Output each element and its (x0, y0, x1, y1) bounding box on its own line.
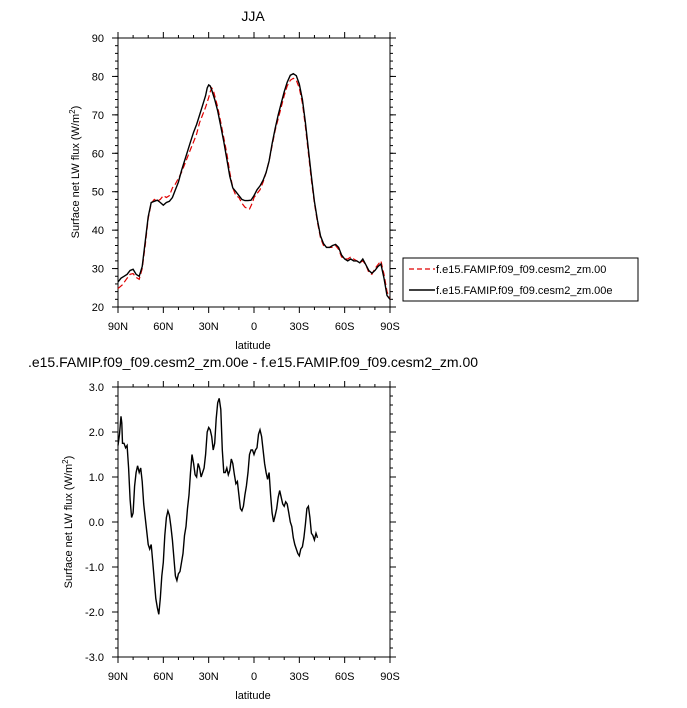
series-line-difference (117, 398, 319, 615)
chart-top-y-tick-labels: 20 30 40 50 60 70 80 90 (92, 33, 104, 314)
y-tick-label: -1.0 (85, 562, 104, 574)
legend: f.e15.FAMIP.f09_f09.cesm2_zm.00 f.e15.FA… (402, 257, 639, 302)
chart-bottom-frame (117, 386, 391, 658)
chart-top-y-label: Surface net LW flux (W/m2) (68, 106, 82, 239)
chart-top-ticks (112, 32, 396, 313)
chart-top-frame (117, 37, 391, 308)
y-tick-label: 40 (92, 225, 104, 237)
chart-bottom-ticks (112, 381, 396, 663)
x-tick-label: 90S (380, 671, 400, 683)
legend-label-00e: f.e15.FAMIP.f09_f09.cesm2_zm.00e (436, 285, 613, 297)
y-tick-label: 70 (92, 110, 104, 122)
chart-bottom-x-tick-labels: 90N 60N 30N 0 30S 60S 90S (108, 671, 400, 683)
chart-bottom-y-tick-labels: -3.0 -2.0 -1.0 0.0 1.0 2.0 3.0 (85, 382, 104, 664)
x-tick-label: 0 (251, 671, 257, 683)
y-tick-label: 90 (92, 33, 104, 45)
y-tick-label: 20 (92, 302, 104, 314)
chart-top-title: JJA (241, 8, 265, 24)
series-line-00e (117, 72, 391, 300)
chart-top-x-label: latitude (235, 340, 270, 352)
y-tick-label: -3.0 (85, 652, 104, 664)
y-tick-label: 2.0 (89, 427, 104, 439)
legend-box (402, 257, 639, 302)
x-tick-label: 60S (335, 671, 355, 683)
x-tick-label: 60N (153, 321, 173, 333)
x-tick-label: 30S (290, 671, 310, 683)
y-tick-label: 3.0 (89, 382, 104, 394)
chart-bottom-y-label: Surface net LW flux (W/m2) (61, 456, 75, 589)
x-tick-label: 30N (199, 321, 219, 333)
x-tick-label: 60S (335, 321, 355, 333)
x-tick-label: 30S (290, 321, 310, 333)
legend-label-00: f.e15.FAMIP.f09_f09.cesm2_zm.00 (436, 264, 606, 276)
chart-bottom-title: .e15.FAMIP.f09_f09.cesm2_zm.00e - f.e15.… (28, 354, 478, 370)
y-tick-label: 1.0 (89, 472, 104, 484)
chart-top-x-tick-labels: 90N 60N 30N 0 30S 60S 90S (108, 321, 400, 333)
x-tick-label: 90N (108, 671, 128, 683)
x-tick-label: 30N (199, 671, 219, 683)
series-line-00 (117, 77, 391, 300)
chart-bottom-x-label: latitude (235, 690, 270, 702)
chart-top: JJA 90N 60N 30N 0 30S 60S 90S 20 30 40 5… (68, 8, 639, 352)
y-tick-label: 30 (92, 264, 104, 276)
y-tick-label: 80 (92, 71, 104, 83)
y-tick-label: 60 (92, 148, 104, 160)
x-tick-label: 90N (108, 321, 128, 333)
chart-bottom: .e15.FAMIP.f09_f09.cesm2_zm.00e - f.e15.… (28, 354, 478, 702)
x-tick-label: 0 (251, 321, 257, 333)
y-tick-label: 50 (92, 187, 104, 199)
y-tick-label: -2.0 (85, 607, 104, 619)
x-tick-label: 60N (153, 671, 173, 683)
x-tick-label: 90S (380, 321, 400, 333)
y-tick-label: 0.0 (89, 517, 104, 529)
